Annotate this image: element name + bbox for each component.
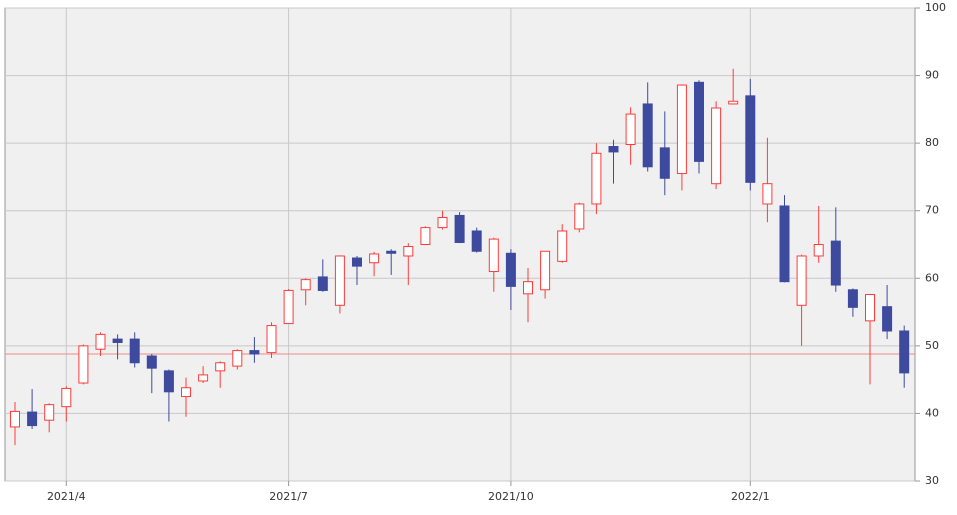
x-tick-label: 2021/10 xyxy=(488,490,534,503)
y-tick-label: 100 xyxy=(925,1,946,14)
candle-body xyxy=(386,250,397,254)
y-tick-label: 30 xyxy=(925,474,939,487)
candle-body xyxy=(95,333,106,350)
candle-body xyxy=(882,306,893,332)
candle-body xyxy=(899,330,910,374)
candle-body xyxy=(813,244,824,257)
candle-body xyxy=(711,107,722,185)
candle-body xyxy=(369,253,380,264)
candle-body xyxy=(232,350,243,367)
y-tick-label: 70 xyxy=(925,204,939,217)
candle-body xyxy=(352,257,362,267)
candle-body xyxy=(78,345,89,384)
candle-body xyxy=(437,216,448,229)
y-tick-label: 80 xyxy=(925,136,939,149)
candle-body xyxy=(163,370,174,393)
candle-body xyxy=(488,238,499,273)
candle-body xyxy=(574,203,585,230)
candle-body xyxy=(591,152,602,205)
candle-body xyxy=(300,279,311,291)
candle-body xyxy=(762,183,773,205)
candle-body xyxy=(181,387,191,398)
candle-body xyxy=(796,255,807,306)
candle-body xyxy=(317,276,328,291)
candle-body xyxy=(779,205,790,283)
candle-body xyxy=(659,147,670,179)
candle-body xyxy=(129,338,140,364)
candle-body xyxy=(830,240,841,286)
candle-body xyxy=(61,387,72,408)
candle-body xyxy=(676,84,687,175)
candle-body xyxy=(728,100,739,105)
candle-body xyxy=(198,374,209,382)
candle-body xyxy=(540,250,551,291)
candle-body xyxy=(745,95,756,183)
candle-body xyxy=(454,214,465,243)
candle-body xyxy=(505,252,516,287)
candle-body xyxy=(625,113,636,145)
plot-area xyxy=(4,7,916,482)
x-tick-label: 2021/4 xyxy=(47,490,86,503)
candle-body xyxy=(215,362,226,372)
candle-body xyxy=(44,404,55,421)
candle-body xyxy=(334,255,345,306)
candle-body xyxy=(403,246,414,257)
candle-body xyxy=(694,81,704,162)
y-tick-label: 40 xyxy=(925,406,939,419)
candle-body xyxy=(608,146,619,153)
candle-body xyxy=(557,230,568,262)
candle-body xyxy=(847,289,858,308)
candle-body xyxy=(283,289,294,325)
x-tick-label: 2022/1 xyxy=(731,490,770,503)
candle-body xyxy=(471,230,482,252)
y-tick-label: 90 xyxy=(925,69,939,82)
candle-body xyxy=(10,410,20,428)
candle-body xyxy=(249,350,260,355)
candle-body xyxy=(523,281,533,295)
candle-body xyxy=(27,411,38,427)
y-tick-label: 50 xyxy=(925,339,939,352)
candle-body xyxy=(266,325,277,354)
candle-body xyxy=(112,338,123,343)
candle-body xyxy=(146,355,157,369)
candle-body xyxy=(420,227,431,246)
candle-body xyxy=(865,294,875,322)
x-tick-label: 2021/7 xyxy=(269,490,308,503)
y-tick-label: 60 xyxy=(925,271,939,284)
candle-body xyxy=(642,103,653,168)
